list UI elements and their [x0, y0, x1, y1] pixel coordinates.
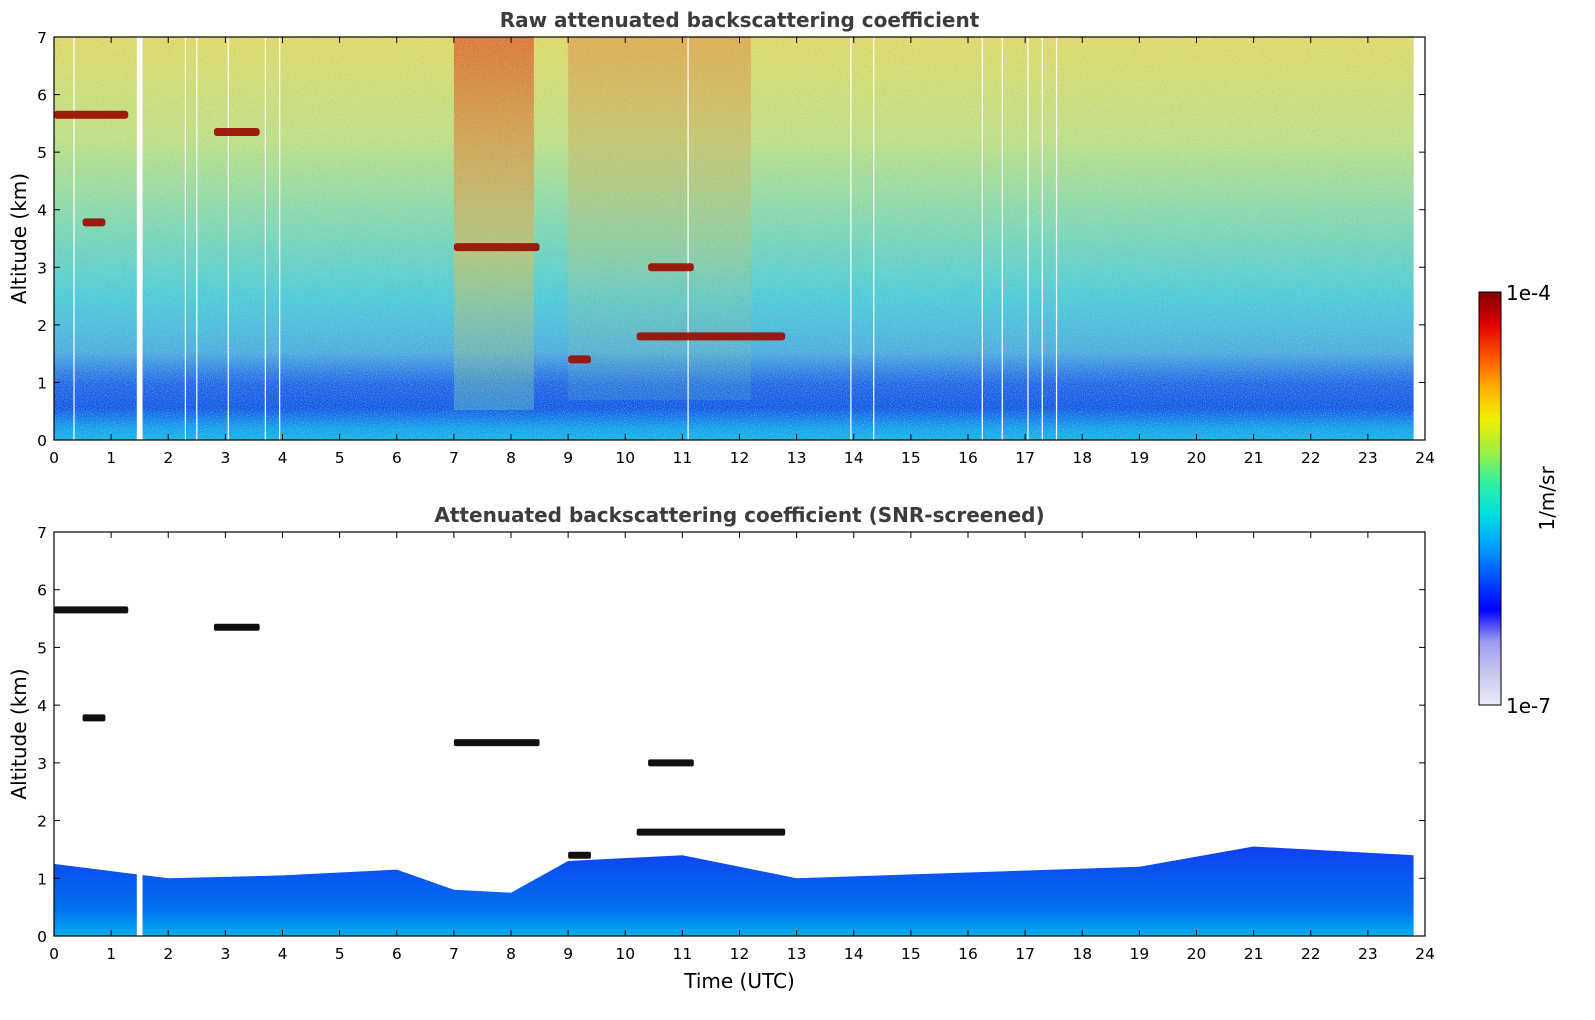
x-tick-label: 15 — [901, 945, 921, 963]
x-tick-label: 5 — [335, 945, 345, 963]
colorbar: 1e-4 1e-7 1/m/sr — [1478, 281, 1559, 718]
x-tick-label: 0 — [49, 945, 59, 963]
y-tick-label: 4 — [37, 202, 47, 220]
colorbar-unit-label: 1/m/sr — [1535, 466, 1559, 531]
x-tick-label: 19 — [1130, 449, 1150, 467]
cloud-layer — [213, 623, 260, 631]
x-tick-label: 2 — [163, 449, 173, 467]
colorbar-min-label: 1e-7 — [1506, 694, 1551, 718]
cloud-layer — [648, 759, 694, 767]
x-axis-label: Time (UTC) — [683, 969, 795, 993]
cloud-layer — [453, 243, 540, 252]
y-axis-label: Altitude (km) — [7, 173, 31, 304]
x-tick-label: 21 — [1244, 945, 1264, 963]
x-tick-label: 18 — [1072, 945, 1092, 963]
x-tick-label: 19 — [1130, 945, 1150, 963]
x-tick-label: 18 — [1072, 449, 1092, 467]
y-tick-label: 6 — [37, 582, 47, 600]
panel-title: Raw attenuated backscattering coefficien… — [500, 8, 980, 32]
panel-title: Attenuated backscattering coefficient (S… — [434, 503, 1044, 527]
x-tick-label: 3 — [220, 449, 230, 467]
x-tick-label: 6 — [392, 945, 402, 963]
x-tick-label: 24 — [1415, 449, 1435, 467]
x-tick-label: 23 — [1358, 945, 1378, 963]
y-tick-label: 4 — [37, 697, 47, 715]
y-tick-label: 6 — [37, 87, 47, 105]
y-tick-label: 2 — [37, 317, 47, 335]
x-tick-label: 15 — [901, 449, 921, 467]
x-tick-label: 7 — [449, 945, 459, 963]
y-tick-label: 5 — [37, 639, 47, 657]
boundary-layer-signal — [54, 846, 1414, 936]
x-tick-label: 14 — [844, 945, 864, 963]
data-gap — [136, 37, 143, 440]
x-tick-label: 10 — [615, 945, 635, 963]
x-tick-label: 12 — [730, 449, 750, 467]
x-tick-label: 16 — [958, 945, 978, 963]
x-tick-label: 13 — [787, 945, 807, 963]
x-tick-label: 4 — [278, 449, 288, 467]
x-tick-label: 24 — [1415, 945, 1435, 963]
y-tick-label: 7 — [37, 524, 47, 542]
x-tick-label: 6 — [392, 449, 402, 467]
x-tick-label: 0 — [49, 449, 59, 467]
x-tick-label: 3 — [220, 945, 230, 963]
x-tick-label: 8 — [506, 449, 516, 467]
x-tick-label: 21 — [1244, 449, 1264, 467]
x-tick-label: 2 — [163, 945, 173, 963]
x-tick-label: 22 — [1301, 945, 1321, 963]
noise-overlay — [54, 37, 1414, 440]
cloud-layer — [54, 606, 129, 614]
x-tick-label: 22 — [1301, 449, 1321, 467]
y-tick-label: 3 — [37, 755, 47, 773]
y-tick-label: 2 — [37, 813, 47, 831]
x-tick-label: 17 — [1015, 449, 1035, 467]
x-tick-label: 11 — [673, 945, 693, 963]
y-tick-label: 5 — [37, 144, 47, 162]
panel-2: 0 1 2 3 4 5 6 7 8 9 10 11 12 13 14 15 16 17 18 19 20 21 22 23 24… — [7, 503, 1435, 993]
x-tick-label: 1 — [106, 449, 116, 467]
x-tick-label: 10 — [615, 449, 635, 467]
cloud-layer — [54, 110, 129, 119]
colorbar-gradient — [1478, 291, 1502, 706]
x-tick-label: 4 — [278, 945, 288, 963]
cloud-layer — [82, 218, 106, 227]
data-gap — [136, 532, 143, 936]
plot-area-1 — [54, 37, 1414, 440]
x-tick-label: 7 — [449, 449, 459, 467]
y-axis-label: Altitude (km) — [7, 668, 31, 799]
x-tick-label: 23 — [1358, 449, 1378, 467]
y-tick-label: 0 — [37, 432, 47, 450]
colorbar-max-label: 1e-4 — [1506, 281, 1551, 305]
x-tick-label: 12 — [730, 945, 750, 963]
x-tick-label: 8 — [506, 945, 516, 963]
y-tick-label: 1 — [37, 374, 47, 392]
cloud-layer — [82, 714, 106, 722]
x-tick-label: 17 — [1015, 945, 1035, 963]
cloud-layer — [636, 828, 786, 836]
panel-1: 0 1 2 3 4 5 6 7 8 9 10 11 12 13 14 15 16 17 18 19 20 21 22 23 24… — [7, 8, 1435, 467]
x-tick-label: 11 — [673, 449, 693, 467]
y-tick-label: 1 — [37, 870, 47, 888]
cloud-layer — [648, 263, 694, 272]
cloud-layer — [636, 332, 786, 341]
x-tick-label: 9 — [563, 945, 573, 963]
x-tick-label: 14 — [844, 449, 864, 467]
y-tick-label: 7 — [37, 29, 47, 47]
cloud-layer — [453, 739, 540, 747]
x-tick-label: 20 — [1187, 449, 1207, 467]
x-tick-label: 1 — [106, 945, 116, 963]
y-tick-label: 0 — [37, 928, 47, 946]
x-tick-label: 16 — [958, 449, 978, 467]
x-tick-label: 13 — [787, 449, 807, 467]
x-tick-label: 20 — [1187, 945, 1207, 963]
x-tick-label: 5 — [335, 449, 345, 467]
plot-area-2 — [54, 532, 1414, 936]
cloud-layer — [568, 851, 591, 859]
cloud-layer — [213, 127, 260, 136]
y-tick-label: 3 — [37, 259, 47, 277]
cloud-layer — [568, 355, 591, 364]
x-tick-label: 9 — [563, 449, 573, 467]
